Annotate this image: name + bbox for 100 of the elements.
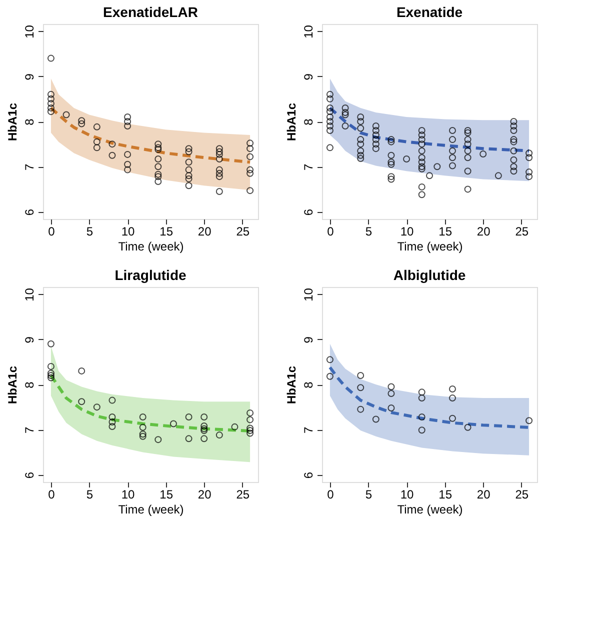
x-tick-label: 25 xyxy=(236,224,250,238)
point xyxy=(108,396,116,404)
x-tick-label: 5 xyxy=(365,224,372,238)
point xyxy=(526,417,533,424)
x-axis-title: Time (week) xyxy=(118,502,184,516)
point xyxy=(139,414,146,420)
point xyxy=(62,111,70,118)
y-tick-label: 7 xyxy=(302,163,316,170)
point xyxy=(185,145,192,152)
y-tick-label: 6 xyxy=(302,472,316,479)
point xyxy=(246,424,254,432)
y-axis-title: HbA1c xyxy=(284,102,298,142)
x-tick-label: 0 xyxy=(327,488,334,502)
point xyxy=(185,182,192,190)
point xyxy=(418,414,426,420)
point xyxy=(47,374,54,382)
y-tick-label: 10 xyxy=(302,24,316,38)
x-axis-title: Time (week) xyxy=(118,240,184,254)
x-tick-label: 20 xyxy=(198,224,212,238)
x-tick-label: 10 xyxy=(121,488,136,502)
point xyxy=(185,166,192,174)
chart-title: Exenatide xyxy=(396,4,463,20)
x-tick-label: 5 xyxy=(86,488,94,502)
x-tick-label: 10 xyxy=(400,224,414,238)
y-axis-title: HbA1c xyxy=(284,366,298,404)
point xyxy=(448,386,456,393)
point xyxy=(246,409,254,416)
point xyxy=(108,418,116,426)
point xyxy=(216,188,223,195)
x-tick-label: 25 xyxy=(515,224,529,238)
point xyxy=(47,362,54,370)
point xyxy=(418,426,426,434)
point xyxy=(47,108,54,116)
point xyxy=(246,145,254,152)
point xyxy=(246,166,254,174)
y-tick-label: 8 xyxy=(22,118,36,126)
x-tick-label: 15 xyxy=(160,488,174,502)
x-tick-label: 0 xyxy=(48,224,56,238)
point xyxy=(47,90,54,98)
x-tick-label: 20 xyxy=(476,488,491,502)
point xyxy=(200,414,208,420)
x-tick-label: 20 xyxy=(198,488,212,502)
x-axis-title: Time (week) xyxy=(397,240,463,254)
point xyxy=(388,383,395,390)
x-axis-title: Time (week) xyxy=(397,502,463,516)
point xyxy=(154,178,162,186)
point xyxy=(139,432,146,440)
x-tick-label: 5 xyxy=(86,224,94,238)
x-tick-label: 5 xyxy=(365,488,372,502)
point xyxy=(246,170,254,177)
point xyxy=(185,435,192,442)
x-tick-label: 10 xyxy=(400,488,414,502)
point xyxy=(154,140,162,148)
point xyxy=(185,175,192,182)
y-tick-label: 9 xyxy=(22,336,36,344)
point xyxy=(357,406,364,413)
point xyxy=(154,155,162,162)
point xyxy=(124,122,132,130)
y-axis-title: HbA1c xyxy=(6,366,20,404)
point xyxy=(154,436,162,444)
point xyxy=(78,367,86,374)
point xyxy=(93,123,100,130)
point xyxy=(216,145,223,152)
point xyxy=(246,416,254,424)
chart-title: Albiglutide xyxy=(393,267,466,283)
point xyxy=(47,372,54,379)
point xyxy=(78,120,86,128)
y-tick-label: 6 xyxy=(22,208,36,216)
point xyxy=(388,390,395,398)
point xyxy=(326,372,334,380)
y-tick-label: 9 xyxy=(302,73,316,80)
chart-title: Liraglutide xyxy=(114,267,186,283)
point xyxy=(108,152,116,159)
point xyxy=(357,372,364,379)
point xyxy=(47,104,54,112)
point xyxy=(185,414,192,420)
point xyxy=(154,173,162,180)
point xyxy=(124,160,132,168)
point xyxy=(246,153,254,160)
point xyxy=(464,424,472,431)
point xyxy=(246,427,254,434)
line-series xyxy=(49,374,252,432)
point xyxy=(216,148,223,156)
point xyxy=(154,163,162,170)
point xyxy=(357,384,364,392)
point xyxy=(47,54,54,62)
point xyxy=(246,187,254,194)
point xyxy=(200,425,208,432)
point xyxy=(200,422,208,430)
point xyxy=(216,432,223,439)
y-tick-label: 10 xyxy=(22,24,36,38)
point xyxy=(185,158,192,166)
point xyxy=(108,140,116,148)
x-tick-label: 0 xyxy=(327,224,334,238)
point xyxy=(185,172,192,180)
point xyxy=(78,398,86,406)
point xyxy=(124,150,132,158)
point xyxy=(216,155,223,162)
point xyxy=(124,113,132,120)
y-tick-label: 9 xyxy=(302,336,316,344)
